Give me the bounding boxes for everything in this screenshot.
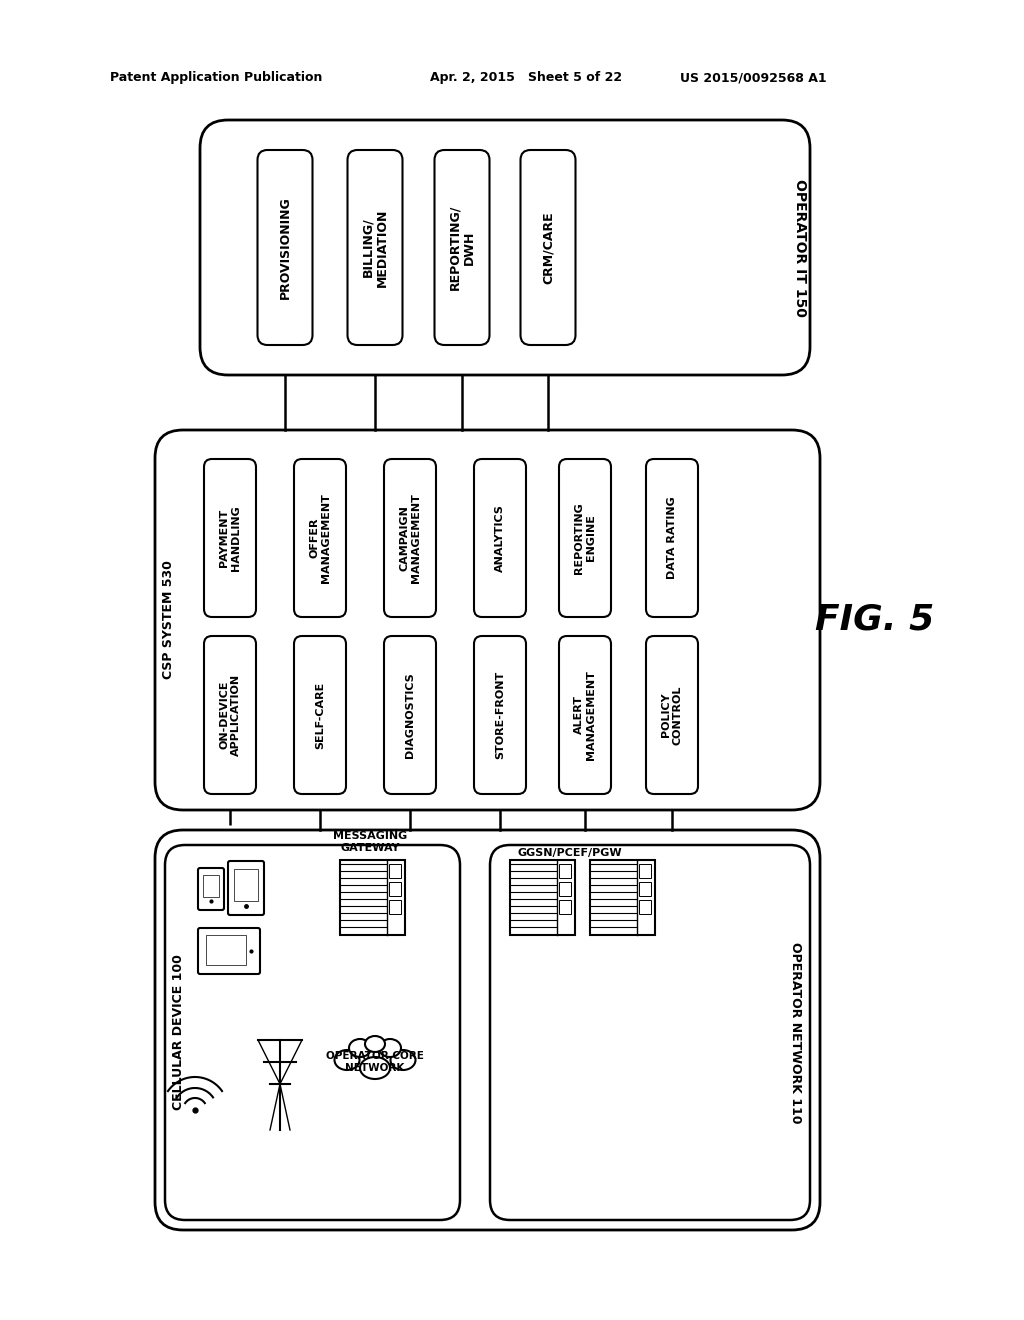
FancyBboxPatch shape	[198, 869, 224, 909]
Text: SELF-CARE: SELF-CARE	[315, 681, 325, 748]
FancyBboxPatch shape	[490, 845, 810, 1220]
FancyBboxPatch shape	[155, 830, 820, 1230]
FancyBboxPatch shape	[257, 150, 312, 345]
Text: OPERATOR CORE
NETWORK: OPERATOR CORE NETWORK	[326, 1051, 424, 1073]
FancyBboxPatch shape	[155, 430, 820, 810]
Bar	[389, 882, 401, 896]
Bar	[389, 900, 401, 913]
Bar	[389, 865, 401, 878]
FancyBboxPatch shape	[294, 636, 346, 795]
FancyBboxPatch shape	[474, 636, 526, 795]
FancyBboxPatch shape	[559, 636, 611, 795]
Text: FIG. 5: FIG. 5	[815, 603, 935, 638]
FancyBboxPatch shape	[520, 150, 575, 345]
Ellipse shape	[365, 1036, 385, 1052]
FancyBboxPatch shape	[646, 459, 698, 616]
Bar	[559, 882, 571, 896]
Bar	[234, 869, 258, 902]
Text: REPORTING/
DWH: REPORTING/ DWH	[449, 205, 476, 290]
FancyBboxPatch shape	[228, 861, 264, 915]
Bar	[639, 900, 651, 913]
FancyBboxPatch shape	[204, 636, 256, 795]
Text: BILLING/
MEDIATION: BILLING/ MEDIATION	[361, 209, 389, 286]
FancyBboxPatch shape	[347, 150, 402, 345]
Text: REPORTING
ENGINE: REPORTING ENGINE	[574, 502, 596, 574]
Text: DIAGNOSTICS: DIAGNOSTICS	[406, 672, 415, 758]
Bar	[639, 865, 651, 878]
FancyBboxPatch shape	[200, 120, 810, 375]
Text: OPERATOR IT 150: OPERATOR IT 150	[793, 178, 807, 317]
Text: OPERATOR NETWORK 110: OPERATOR NETWORK 110	[790, 941, 803, 1123]
FancyBboxPatch shape	[384, 459, 436, 616]
Ellipse shape	[360, 1057, 390, 1078]
Ellipse shape	[379, 1039, 401, 1057]
Text: Apr. 2, 2015   Sheet 5 of 22: Apr. 2, 2015 Sheet 5 of 22	[430, 71, 623, 84]
Text: POLICY
CONTROL: POLICY CONTROL	[662, 685, 683, 744]
Ellipse shape	[335, 1049, 359, 1071]
Text: Patent Application Publication: Patent Application Publication	[110, 71, 323, 84]
Text: PROVISIONING: PROVISIONING	[279, 197, 292, 298]
Bar	[206, 935, 246, 965]
Text: CRM/CARE: CRM/CARE	[542, 211, 555, 284]
Bar	[340, 861, 406, 935]
FancyBboxPatch shape	[198, 928, 260, 974]
FancyBboxPatch shape	[204, 459, 256, 616]
FancyBboxPatch shape	[434, 150, 489, 345]
Text: GGSN/PCEF/PGW: GGSN/PCEF/PGW	[518, 847, 623, 858]
FancyBboxPatch shape	[165, 845, 460, 1220]
Text: PAYMENT
HANDLING: PAYMENT HANDLING	[219, 506, 241, 570]
Bar	[559, 900, 571, 913]
Text: ON-DEVICE
APPLICATION: ON-DEVICE APPLICATION	[219, 675, 241, 756]
Bar	[559, 865, 571, 878]
Text: ALERT
MANAGEMENT: ALERT MANAGEMENT	[574, 671, 596, 760]
Ellipse shape	[349, 1039, 371, 1057]
FancyBboxPatch shape	[294, 459, 346, 616]
FancyBboxPatch shape	[646, 636, 698, 795]
FancyBboxPatch shape	[474, 459, 526, 616]
Bar	[510, 861, 575, 935]
Text: DATA RATING: DATA RATING	[667, 496, 677, 579]
Text: ANALYTICS: ANALYTICS	[495, 504, 505, 572]
FancyBboxPatch shape	[559, 459, 611, 616]
Bar	[590, 861, 655, 935]
Text: CAMPAIGN
MANAGEMENT: CAMPAIGN MANAGEMENT	[399, 494, 421, 583]
Text: CSP SYSTEM 530: CSP SYSTEM 530	[163, 561, 175, 680]
Bar	[203, 875, 219, 898]
Text: MESSAGING
GATEWAY: MESSAGING GATEWAY	[333, 832, 408, 853]
Ellipse shape	[390, 1049, 416, 1071]
Text: US 2015/0092568 A1: US 2015/0092568 A1	[680, 71, 826, 84]
Bar	[639, 882, 651, 896]
FancyBboxPatch shape	[384, 636, 436, 795]
Text: CELLULAR DEVICE 100: CELLULAR DEVICE 100	[172, 954, 185, 1110]
Text: STORE-FRONT: STORE-FRONT	[495, 671, 505, 759]
Text: OFFER
MANAGEMENT: OFFER MANAGEMENT	[309, 494, 331, 583]
